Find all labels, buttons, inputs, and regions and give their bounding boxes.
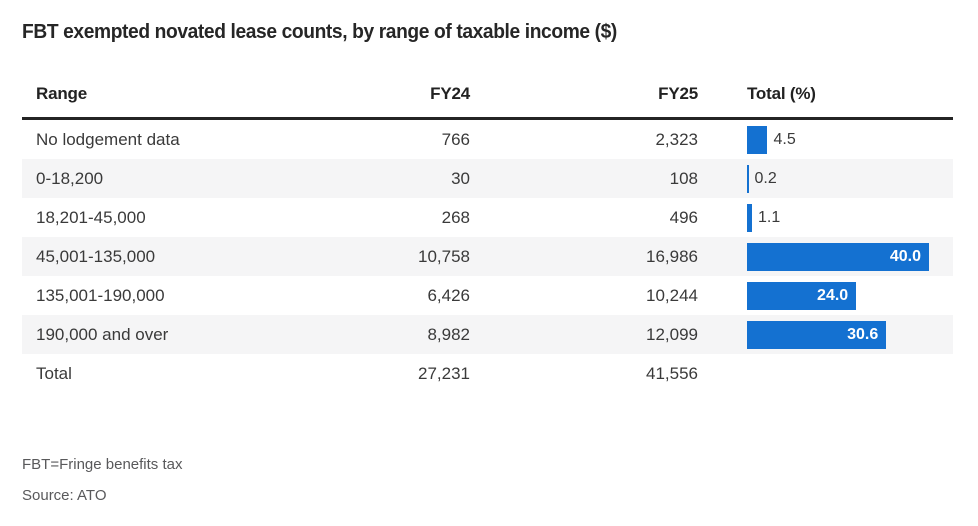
fy25-cell: 41,556	[646, 363, 698, 383]
chart-title: FBT exempted novated lease counts, by ra…	[22, 21, 617, 43]
table-row: 45,001-135,000 10,758 16,986 40.0	[22, 237, 953, 276]
bar-wrap: 30.6	[747, 320, 953, 349]
total-bar-cell: 0.2	[698, 164, 953, 193]
fy24-cell: 10,758	[418, 246, 470, 266]
fy25-cell: 108	[669, 168, 698, 188]
fy24-cell: 27,231	[418, 363, 470, 383]
footnote-abbreviation: FBT=Fringe benefits tax	[22, 456, 183, 473]
total-pct-bar: 24.0	[747, 281, 857, 310]
range-cell: 0-18,200	[36, 168, 104, 188]
table-row: 190,000 and over 8,982 12,099 30.6	[22, 315, 953, 354]
fy25-cell: 496	[669, 207, 698, 227]
column-header-fy24: FY24	[430, 84, 470, 103]
total-pct-label: 0.2	[754, 169, 777, 187]
column-header-total-pct: Total (%)	[747, 84, 816, 103]
total-bar-cell: 24.0	[698, 281, 953, 310]
total-pct-bar	[747, 125, 768, 154]
column-header-range: Range	[36, 84, 87, 103]
range-cell: 135,001-190,000	[36, 285, 165, 305]
table-body: No lodgement data 766 2,323 4.5 0-18,200…	[22, 120, 953, 393]
table-row: 0-18,200 30 108 0.2	[22, 159, 953, 198]
fy25-cell: 12,099	[646, 324, 698, 344]
bar-wrap: 0.2	[747, 164, 953, 193]
column-header-fy25: FY25	[658, 84, 698, 103]
total-bar-cell: 30.6	[698, 320, 953, 349]
total-pct-bar: 30.6	[747, 320, 887, 349]
bar-wrap: 1.1	[747, 203, 953, 232]
bar-wrap: 4.5	[747, 125, 953, 154]
fy25-cell: 16,986	[646, 246, 698, 266]
total-pct-label: 1.1	[758, 208, 781, 226]
fy24-cell: 6,426	[427, 285, 470, 305]
total-pct-bar	[747, 164, 749, 193]
bar-wrap: 24.0	[747, 281, 953, 310]
total-pct-bar: 40.0	[747, 242, 929, 271]
table-header-row: Range FY24 FY25 Total (%)	[22, 84, 953, 120]
total-pct-label: 30.6	[847, 325, 879, 343]
range-cell: Total	[36, 363, 72, 383]
table-row: 135,001-190,000 6,426 10,244 24.0	[22, 276, 953, 315]
footnotes: FBT=Fringe benefits tax Source: ATO	[22, 449, 953, 511]
fy24-cell: 766	[441, 129, 470, 149]
table-row: 18,201-45,000 268 496 1.1	[22, 198, 953, 237]
bar-wrap: 40.0	[747, 242, 953, 271]
range-cell: 190,000 and over	[36, 324, 169, 344]
table-row: Total 27,231 41,556	[22, 354, 953, 393]
fy25-cell: 10,244	[646, 285, 698, 305]
total-bar-cell: 40.0	[698, 242, 953, 271]
fy24-cell: 8,982	[427, 324, 470, 344]
total-bar-cell: 4.5	[698, 125, 953, 154]
total-pct-label: 24.0	[817, 286, 849, 304]
fy24-cell: 30	[451, 168, 470, 188]
total-pct-label: 4.5	[773, 130, 796, 148]
chart-graphic: FBT exempted novated lease counts, by ra…	[22, 21, 953, 511]
total-pct-bar	[747, 203, 752, 232]
total-bar-cell: 1.1	[698, 203, 953, 232]
fy25-cell: 2,323	[655, 129, 698, 149]
data-table: Range FY24 FY25 Total (%) No lodgement d…	[22, 84, 953, 393]
range-cell: 18,201-45,000	[36, 207, 146, 227]
total-pct-label: 40.0	[889, 247, 921, 265]
range-cell: No lodgement data	[36, 129, 180, 149]
source-attribution: Source: ATO	[22, 487, 107, 504]
range-cell: 45,001-135,000	[36, 246, 156, 266]
table-row: No lodgement data 766 2,323 4.5	[22, 120, 953, 159]
fy24-cell: 268	[441, 207, 470, 227]
